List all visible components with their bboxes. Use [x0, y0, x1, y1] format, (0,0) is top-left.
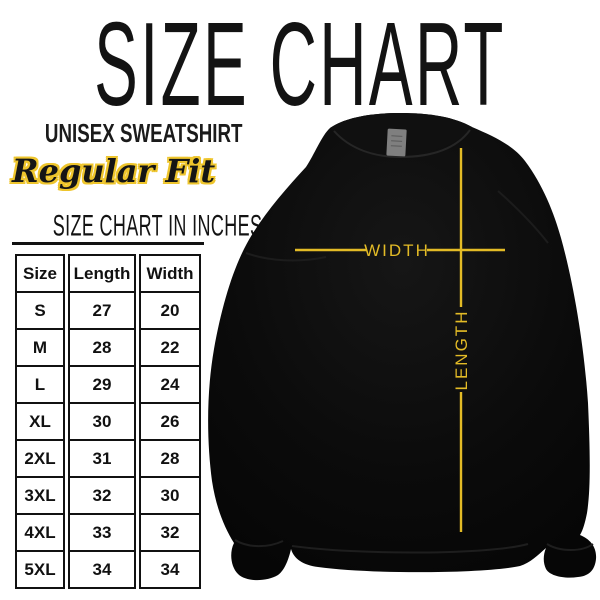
size-cell: M — [15, 328, 65, 365]
measurement-lines — [295, 148, 505, 532]
size-cell: 5XL — [15, 550, 65, 589]
length-cell: 28 — [68, 328, 136, 365]
table-row: XL 30 26 — [15, 402, 201, 439]
page-title: SIZE CHART — [94, 0, 506, 131]
hem-seam — [291, 543, 529, 554]
width-cell: 32 — [139, 513, 201, 550]
length-cell: 27 — [68, 291, 136, 328]
width-cell: 26 — [139, 402, 201, 439]
page-title-wrap: SIZE CHART — [0, 4, 600, 123]
collar-inner-line — [333, 129, 471, 159]
length-label: LENGTH — [452, 310, 471, 391]
garment-body — [208, 113, 597, 581]
length-cell: 34 — [68, 550, 136, 589]
sweatshirt-illustration: WIDTH LENGTH — [208, 113, 597, 581]
width-label: WIDTH — [364, 241, 430, 260]
right-cuff-seam — [546, 543, 594, 551]
header-cell-size: Size — [15, 254, 65, 291]
size-cell: 2XL — [15, 439, 65, 476]
left-column: UNISEX SWEATSHIRT Regular Fit SIZE CHART… — [12, 120, 262, 589]
table-row: 5XL 34 34 — [15, 550, 201, 589]
table-row: 2XL 31 28 — [15, 439, 201, 476]
width-cell: 28 — [139, 439, 201, 476]
width-cell: 22 — [139, 328, 201, 365]
width-cell: 24 — [139, 365, 201, 402]
length-cell: 30 — [68, 402, 136, 439]
size-cell: S — [15, 291, 65, 328]
length-cell: 32 — [68, 476, 136, 513]
table-row: 3XL 32 30 — [15, 476, 201, 513]
header-cell-length: Length — [68, 254, 136, 291]
width-cell: 30 — [139, 476, 201, 513]
width-cell: 20 — [139, 291, 201, 328]
length-cell: 29 — [68, 365, 136, 402]
table-heading-underline: SIZE CHART IN INCHES — [12, 211, 262, 245]
right-shoulder-seam — [497, 190, 549, 244]
left-shoulder-seam — [245, 252, 327, 262]
table-heading: SIZE CHART IN INCHES — [52, 209, 263, 243]
size-cell: XL — [15, 402, 65, 439]
size-cell: 4XL — [15, 513, 65, 550]
size-cell: 3XL — [15, 476, 65, 513]
table-row: M 28 22 — [15, 328, 201, 365]
left-cuff-seam — [234, 539, 284, 548]
size-table: Size Length Width S 27 20 M 28 22 L 29 2… — [12, 254, 204, 589]
collar-tag — [386, 128, 407, 157]
fit-label: Regular Fit — [12, 152, 216, 190]
table-header-row: Size Length Width — [15, 254, 201, 291]
width-cell: 34 — [139, 550, 201, 589]
table-row: 4XL 33 32 — [15, 513, 201, 550]
header-cell-width: Width — [139, 254, 201, 291]
table-row: L 29 24 — [15, 365, 201, 402]
length-cell: 31 — [68, 439, 136, 476]
table-row: S 27 20 — [15, 291, 201, 328]
product-name: UNISEX SWEATSHIRT — [44, 118, 243, 149]
size-cell: L — [15, 365, 65, 402]
length-cell: 33 — [68, 513, 136, 550]
